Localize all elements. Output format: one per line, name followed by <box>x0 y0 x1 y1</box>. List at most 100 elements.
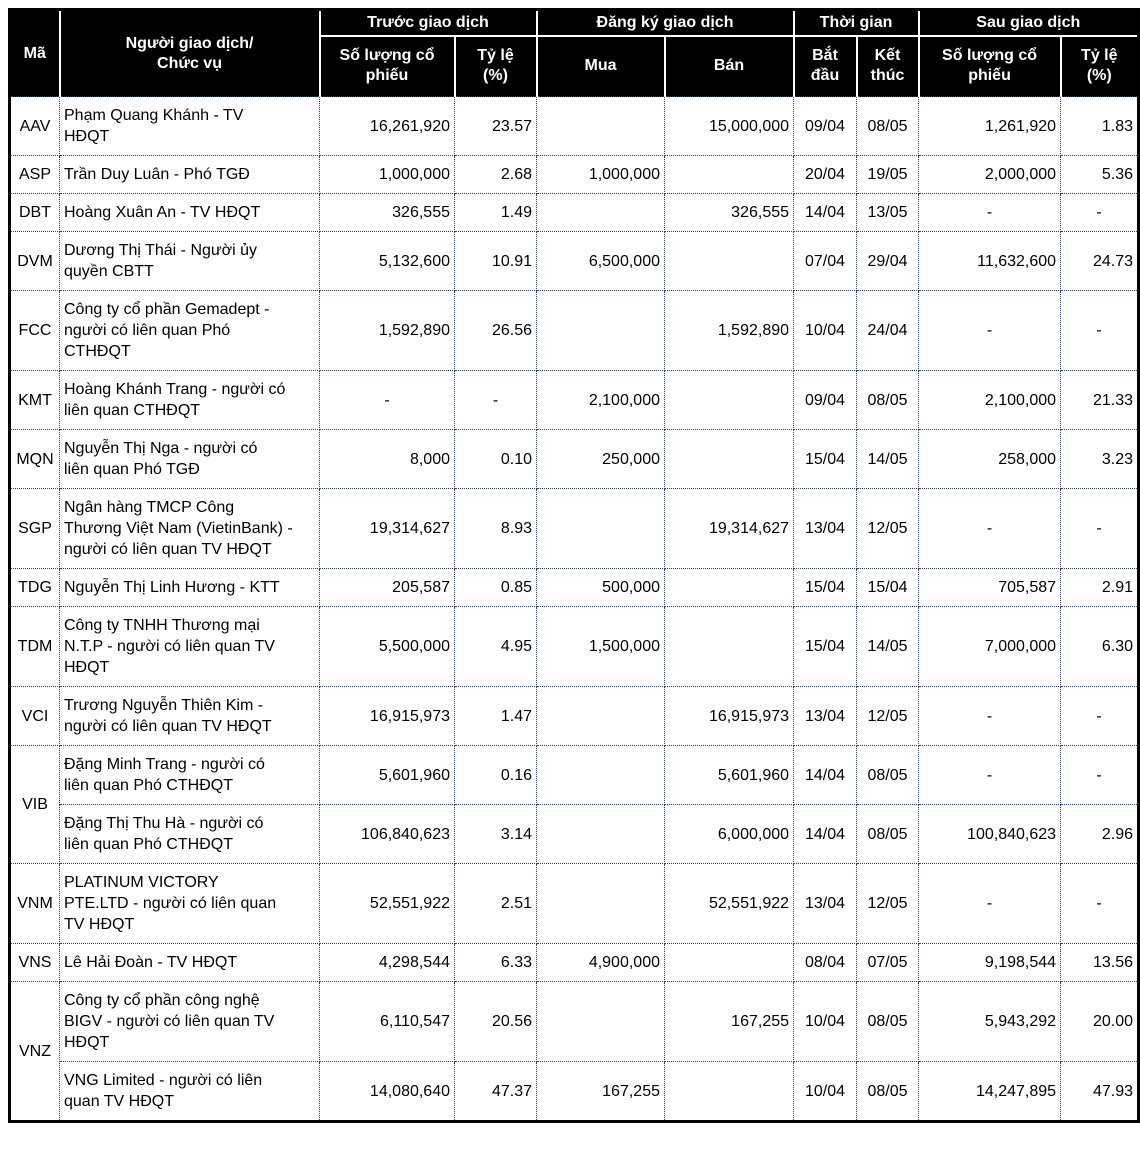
cell-after-shares: 11,632,600 <box>918 231 1062 291</box>
cell-trader-name: Công ty TNHH Thương mại N.T.P - người có… <box>59 606 320 687</box>
table-row: ASP Trần Duy Luân - Phó TGĐ 1,000,000 2.68 1… <box>9 155 1140 194</box>
cell-before-shares: 4,298,544 <box>319 943 455 982</box>
cell-buy: 167,255 <box>536 1061 665 1122</box>
cell-code: DVM <box>9 231 60 291</box>
cell-sell: 326,555 <box>663 193 795 232</box>
cell-after-shares: 14,247,895 <box>918 1061 1062 1122</box>
cell-code: SGP <box>9 488 60 569</box>
cell-after-shares: 1,261,920 <box>918 96 1062 156</box>
cell-end-date: 08/05 <box>856 370 920 430</box>
cell-end-date: 14/05 <box>856 606 920 687</box>
table-row: MQN Nguyễn Thị Nga - người có liên quan P… <box>9 429 1140 489</box>
cell-start-date: 10/04 <box>793 1061 858 1122</box>
col-header-before-pct: Tỷ lệ (%) <box>453 34 538 97</box>
cell-after-pct: - <box>1060 290 1140 371</box>
insider-transactions-table: Mã Người giao dịch/ Chức vụ Trước giao d… <box>8 8 1140 1123</box>
cell-before-shares: - <box>319 370 455 430</box>
cell-after-pct: - <box>1060 863 1140 944</box>
cell-before-pct: 3.14 <box>454 804 537 864</box>
cell-before-shares: 106,840,623 <box>319 804 455 864</box>
cell-start-date: 14/04 <box>793 193 858 232</box>
cell-after-pct: 5.36 <box>1060 155 1140 194</box>
cell-before-pct: 23.57 <box>454 96 537 156</box>
cell-buy: 4,900,000 <box>536 943 665 982</box>
cell-start-date: 15/04 <box>793 606 858 687</box>
cell-trader-name: Nguyễn Thị Nga - người có liên quan Phó … <box>59 429 320 489</box>
cell-sell <box>663 370 795 430</box>
cell-before-shares: 326,555 <box>319 193 455 232</box>
cell-end-date: 14/05 <box>856 429 920 489</box>
cell-before-shares: 52,551,922 <box>319 863 455 944</box>
header-sub-row: Số lượng cổ phiếu Tỷ lệ (%) Mua Bán Bắt … <box>10 34 1140 97</box>
cell-code: VNM <box>9 863 60 944</box>
cell-trader-name: Công ty cổ phần Gemadept - người có liên… <box>59 290 320 371</box>
cell-before-pct: 47.37 <box>454 1061 537 1122</box>
cell-start-date: 20/04 <box>793 155 858 194</box>
cell-before-pct: 10.91 <box>454 231 537 291</box>
cell-start-date: 08/04 <box>793 943 858 982</box>
cell-before-shares: 14,080,640 <box>319 1061 455 1122</box>
cell-end-date: 15/04 <box>856 568 920 607</box>
col-group-registered: Đăng ký giao dịch <box>535 8 795 36</box>
cell-code: FCC <box>9 290 60 371</box>
cell-buy: 1,000,000 <box>536 155 665 194</box>
cell-after-pct: 47.93 <box>1060 1061 1140 1122</box>
col-header-end: Kết thúc <box>855 34 920 97</box>
cell-trader-name: Hoàng Khánh Trang - người có liên quan C… <box>59 370 320 430</box>
cell-sell: 15,000,000 <box>663 96 795 156</box>
col-group-before: Trước giao dịch <box>318 8 538 36</box>
cell-buy: 1,500,000 <box>536 606 665 687</box>
cell-code: VNZ <box>9 981 60 1122</box>
cell-before-pct: 0.85 <box>454 568 537 607</box>
cell-start-date: 09/04 <box>793 96 858 156</box>
cell-buy <box>536 863 665 944</box>
cell-start-date: 15/04 <box>793 568 858 607</box>
cell-start-date: 13/04 <box>793 863 858 944</box>
cell-code: ASP <box>9 155 60 194</box>
cell-after-shares: - <box>918 488 1062 569</box>
cell-end-date: 19/05 <box>856 155 920 194</box>
col-header-buy: Mua <box>535 34 666 97</box>
cell-after-pct: 20.00 <box>1060 981 1140 1062</box>
cell-code: TDG <box>9 568 60 607</box>
cell-start-date: 10/04 <box>793 981 858 1062</box>
cell-after-shares: 5,943,292 <box>918 981 1062 1062</box>
cell-trader-name: Ngân hàng TMCP Công Thương Việt Nam (Vie… <box>59 488 320 569</box>
cell-after-shares: 100,840,623 <box>918 804 1062 864</box>
cell-start-date: 07/04 <box>793 231 858 291</box>
col-header-after-pct: Tỷ lệ (%) <box>1059 34 1140 97</box>
cell-after-shares: 258,000 <box>918 429 1062 489</box>
cell-buy <box>536 686 665 746</box>
cell-sell: 16,915,973 <box>663 686 795 746</box>
cell-start-date: 13/04 <box>793 488 858 569</box>
cell-after-shares: - <box>918 863 1062 944</box>
table-row: TDG Nguyễn Thị Linh Hương - KTT 205,587 0.8… <box>9 568 1140 607</box>
cell-start-date: 13/04 <box>793 686 858 746</box>
table-row: SGP Ngân hàng TMCP Công Thương Việt Nam (… <box>9 488 1140 569</box>
cell-after-pct: 2.91 <box>1060 568 1140 607</box>
cell-sell <box>663 429 795 489</box>
cell-sell <box>663 1061 795 1122</box>
cell-code: AAV <box>9 96 60 156</box>
cell-trader-name: Công ty cổ phần công nghệ BIGV - người c… <box>59 981 320 1062</box>
cell-sell <box>663 943 795 982</box>
cell-after-pct: - <box>1060 193 1140 232</box>
cell-buy: 250,000 <box>536 429 665 489</box>
cell-start-date: 10/04 <box>793 290 858 371</box>
cell-before-shares: 1,592,890 <box>319 290 455 371</box>
cell-end-date: 08/05 <box>856 981 920 1062</box>
cell-code: KMT <box>9 370 60 430</box>
cell-buy <box>536 488 665 569</box>
cell-sell: 6,000,000 <box>663 804 795 864</box>
cell-before-shares: 8,000 <box>319 429 455 489</box>
cell-end-date: 08/05 <box>856 96 920 156</box>
col-header-code: Mã <box>8 8 61 97</box>
cell-end-date: 12/05 <box>856 488 920 569</box>
cell-sell <box>663 568 795 607</box>
cell-before-shares: 6,110,547 <box>319 981 455 1062</box>
cell-buy <box>536 193 665 232</box>
cell-code: VNS <box>9 943 60 982</box>
cell-sell: 52,551,922 <box>663 863 795 944</box>
cell-sell <box>663 155 795 194</box>
table-row: FCC Công ty cổ phần Gemadept - người có l… <box>9 290 1140 371</box>
